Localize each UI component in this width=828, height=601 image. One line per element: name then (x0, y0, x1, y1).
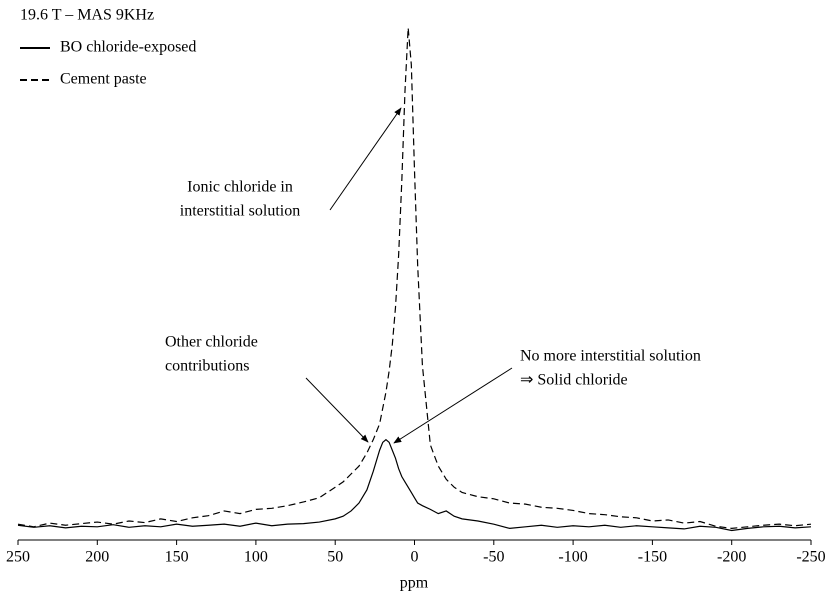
annotation-text: Other chloride (165, 334, 258, 351)
annotation-arrow (393, 367, 513, 444)
annotation: No more interstitial solution ⇒ Solid ch… (393, 348, 701, 444)
x-axis-label: ppm (400, 575, 429, 592)
legend-label: Cement paste (60, 71, 147, 88)
annotation-arrow (305, 377, 369, 443)
x-tick-label: 250 (6, 549, 30, 566)
chart-title: 19.6 T – MAS 9KHz (20, 7, 154, 24)
x-tick-label: 100 (244, 549, 268, 566)
x-tick-label: 50 (327, 549, 343, 566)
x-tick-label: -150 (638, 549, 667, 566)
annotation-text: No more interstitial solution (520, 348, 701, 365)
annotation-text: Ionic chloride in (187, 179, 293, 196)
x-tick-label: -100 (558, 549, 587, 566)
x-tick-label: 150 (165, 549, 189, 566)
annotation-text: interstitial solution (180, 203, 300, 220)
annotation: Ionic chloride in interstitial solution (180, 107, 402, 220)
plot-area: 250 200 150 100 50 0 -50 -100 -150 -200 -250 (6, 27, 826, 566)
x-tick-label: 0 (411, 549, 419, 566)
x-tick-label: -200 (717, 549, 746, 566)
annotation-text: ⇒ Solid chloride (520, 372, 628, 389)
series-line (17, 27, 812, 529)
x-tick-label: -250 (796, 549, 825, 566)
annotation: Other chloride contributions (165, 334, 369, 443)
annotation-text: contributions (165, 358, 249, 375)
x-tick-label: -50 (483, 549, 504, 566)
annotation-arrow (329, 107, 402, 211)
series-line (17, 438, 812, 532)
legend: BO chloride-exposed Cement paste (20, 39, 196, 88)
x-tick-label: 200 (85, 549, 109, 566)
legend-label: BO chloride-exposed (60, 39, 196, 56)
